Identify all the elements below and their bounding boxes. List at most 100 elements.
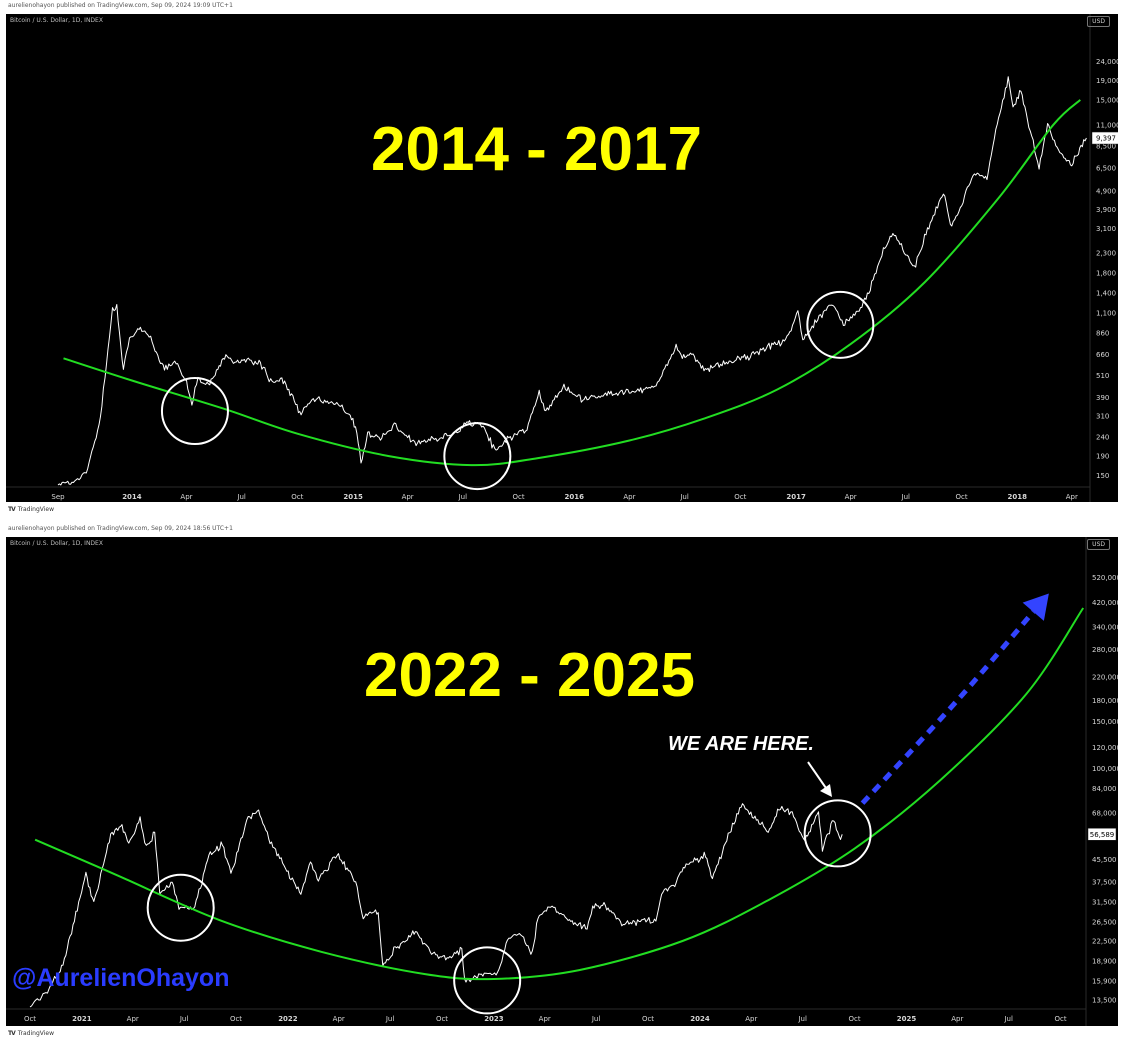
y-tick-label: 37,500	[1092, 878, 1117, 886]
y-tick-label: 3,100	[1096, 225, 1116, 233]
y-tick-label: 13,500	[1092, 997, 1117, 1005]
y-tick-label: 19,000	[1096, 77, 1118, 85]
y-tick-label: 15,000	[1096, 96, 1118, 104]
x-tick-label: 2023	[484, 1015, 504, 1023]
x-tick-label: Jul	[385, 1015, 395, 1023]
x-tick-label: 2018	[1008, 493, 1028, 501]
trend-curve	[34, 607, 1085, 981]
x-tick-label: Apr	[623, 493, 635, 501]
y-tick-label: 420,000	[1092, 599, 1118, 607]
y-tick-label: 1,100	[1096, 309, 1116, 317]
x-tick-label: Oct	[642, 1015, 654, 1023]
bottom-chart-footer: TV TradingView	[8, 1030, 54, 1037]
top-chart-svg[interactable]: 24,000 19,000 15,000 11,000 8,500 6,500 4,900 3…	[6, 14, 1118, 502]
x-tick-label: Jul	[679, 493, 689, 501]
y-tick-label: 510	[1096, 372, 1109, 380]
x-tick-label: Apr	[951, 1015, 963, 1023]
tradingview-logo-icon: TV	[8, 1030, 16, 1037]
x-tick-label: Jul	[179, 1015, 189, 1023]
projection-arrow-head-icon	[1022, 593, 1049, 621]
top-chart-footer: TV TradingView	[8, 506, 54, 513]
y-tick-label: 280,000	[1092, 646, 1118, 654]
x-tick-label: Apr	[180, 493, 192, 501]
y-tick-label: 150	[1096, 472, 1109, 480]
bottom-chart-footer-text: TradingView	[17, 1030, 55, 1037]
x-tick-label: Jul	[1003, 1015, 1013, 1023]
y-tick-label: 31,500	[1092, 899, 1117, 907]
bottom-chart-currency-button[interactable]: USD	[1087, 539, 1110, 550]
we-are-here-annotation: WE ARE HERE.	[668, 733, 814, 755]
x-tick-label: Jul	[236, 493, 246, 501]
y-tick-label: 24,000	[1096, 58, 1118, 66]
top-chart-panel[interactable]: 24,000 19,000 15,000 11,000 8,500 6,500 4,900 3…	[6, 14, 1118, 502]
y-tick-label: 26,500	[1092, 919, 1117, 927]
top-chart-currency-button[interactable]: USD	[1087, 16, 1110, 27]
y-tick-label: 3,900	[1096, 206, 1116, 214]
y-tick-label: 390	[1096, 394, 1109, 402]
x-tick-label: Apr	[745, 1015, 757, 1023]
x-tick-label: 2025	[897, 1015, 917, 1023]
x-tick-label: Jul	[797, 1015, 807, 1023]
bottom-chart-svg[interactable]: 520,000 420,000 340,000 280,000 220,000 180,0…	[6, 537, 1118, 1026]
x-tick-label: Apr	[1066, 493, 1078, 501]
x-tick-label: Oct	[1055, 1015, 1067, 1023]
y-tick-label: 22,500	[1092, 937, 1117, 945]
x-tick-label: 2022	[278, 1015, 298, 1023]
x-tick-label: Apr	[333, 1015, 345, 1023]
y-tick-label: 190	[1096, 453, 1109, 461]
x-tick-label: Oct	[734, 493, 746, 501]
x-tick-label: Apr	[539, 1015, 551, 1023]
x-tick-label: 2017	[786, 493, 806, 501]
y-tick-label: 15,900	[1092, 978, 1117, 986]
highlight-circle	[806, 290, 875, 359]
y-tick-label: 520,000	[1092, 574, 1118, 582]
bottom-chart-panel[interactable]: 520,000 420,000 340,000 280,000 220,000 180,0…	[6, 537, 1118, 1026]
highlight-circle	[803, 799, 872, 868]
highlight-circle	[146, 873, 215, 942]
y-tick-label: 1,400	[1096, 290, 1116, 298]
y-tick-label: 220,000	[1092, 674, 1118, 682]
y-tick-label: 120,000	[1092, 744, 1118, 752]
x-tick-label: 2014	[122, 493, 142, 501]
trend-curve	[63, 99, 1081, 467]
current-price-label: 9,397	[1096, 135, 1116, 143]
top-chart-symbol: Bitcoin / U.S. Dollar, 1D, INDEX	[10, 17, 103, 24]
x-tick-label: 2015	[343, 493, 363, 501]
y-tick-label: 84,000	[1092, 785, 1117, 793]
top-chart-caption: aurelienohayon published on TradingView.…	[8, 2, 233, 9]
projection-arrow-line	[860, 610, 1036, 805]
x-tick-label: Oct	[436, 1015, 448, 1023]
bottom-chart-caption: aurelienohayon published on TradingView.…	[8, 525, 233, 532]
x-tick-label: 2021	[72, 1015, 92, 1023]
y-tick-label: 11,000	[1096, 122, 1118, 130]
y-tick-label: 6,500	[1096, 165, 1116, 173]
y-tick-label: 240	[1096, 434, 1109, 442]
current-price-tag	[1087, 828, 1117, 841]
highlight-circle	[443, 422, 512, 491]
y-tick-label: 660	[1096, 351, 1109, 359]
x-tick-label: Oct	[24, 1015, 36, 1023]
y-tick-label: 180,000	[1092, 697, 1118, 705]
we-are-here-pointer-line	[807, 761, 829, 792]
x-tick-label: Oct	[955, 493, 967, 501]
x-tick-label: 2016	[565, 493, 585, 501]
x-tick-label: Jul	[458, 493, 468, 501]
x-tick-label: Oct	[230, 1015, 242, 1023]
y-tick-label: 2,300	[1096, 249, 1116, 257]
y-tick-label: 8,500	[1096, 143, 1116, 151]
y-tick-label: 68,000	[1092, 810, 1117, 818]
author-watermark: @AurelienOhayon	[12, 964, 230, 992]
x-tick-label: Jul	[591, 1015, 601, 1023]
top-chart-footer-text: TradingView	[17, 506, 55, 513]
y-tick-label: 310	[1096, 413, 1109, 421]
bottom-chart-symbol: Bitcoin / U.S. Dollar, 1D, INDEX	[10, 540, 103, 547]
current-price-tag	[1091, 131, 1118, 145]
price-series-line	[29, 803, 843, 1008]
highlight-circle	[453, 946, 522, 1015]
y-tick-label: 150,000	[1092, 718, 1118, 726]
y-tick-label: 860	[1096, 329, 1109, 337]
x-tick-label: Jul	[901, 493, 911, 501]
x-tick-label: Oct	[849, 1015, 861, 1023]
we-are-here-pointer-head-icon	[820, 784, 832, 797]
y-tick-label: 45,500	[1092, 856, 1117, 864]
